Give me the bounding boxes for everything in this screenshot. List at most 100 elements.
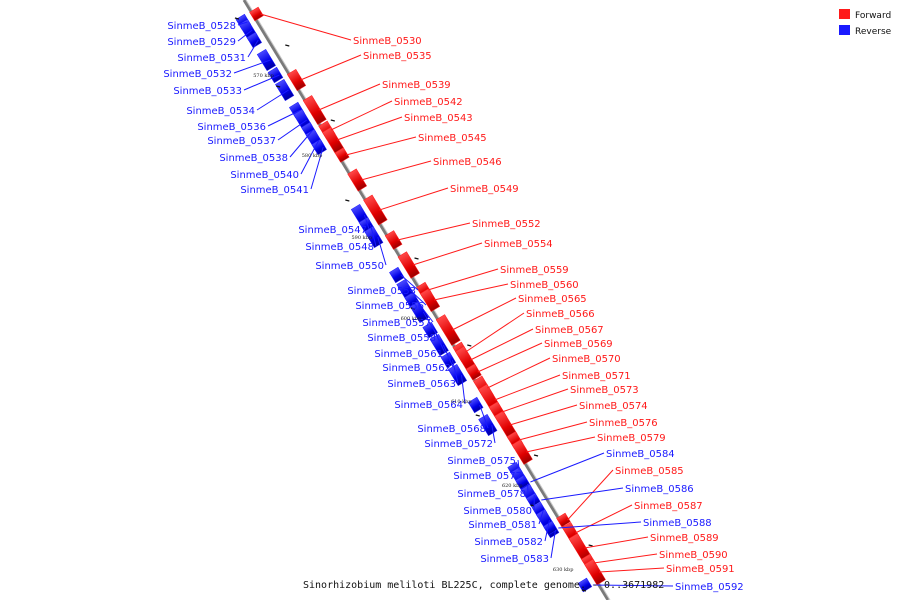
gene-label-sinmeb_0531[interactable]: SinmeB_0531 [177, 53, 246, 64]
gene-label-sinmeb_0584[interactable]: SinmeB_0584 [606, 449, 675, 460]
gene-label-sinmeb_0529[interactable]: SinmeB_0529 [167, 37, 236, 48]
gene-label-sinmeb_0577[interactable]: SinmeB_0577 [453, 471, 522, 482]
feature-sinmeb_0545[interactable] [334, 147, 350, 163]
gene-label-sinmeb_0557[interactable]: SinmeB_0557 [362, 318, 431, 329]
feature-sinmeb_0560[interactable] [419, 288, 441, 312]
gene-label-sinmeb_0588[interactable]: SinmeB_0588 [643, 518, 712, 529]
gene-label-sinmeb_0552[interactable]: SinmeB_0552 [472, 219, 541, 230]
gene-label-sinmeb_0559[interactable]: SinmeB_0559 [500, 265, 569, 276]
feature-sinmeb_0539[interactable] [302, 95, 327, 125]
feature-sinmeb_0554[interactable] [397, 251, 420, 279]
gene-label-sinmeb_0536[interactable]: SinmeB_0536 [197, 122, 266, 133]
gene-label-sinmeb_0548[interactable]: SinmeB_0548 [305, 242, 374, 253]
feature-sinmeb_0586[interactable] [526, 492, 541, 508]
feature-sinmeb_0568[interactable] [467, 396, 484, 414]
gene-label-sinmeb_0590[interactable]: SinmeB_0590 [659, 550, 728, 561]
gene-label-sinmeb_0586[interactable]: SinmeB_0586 [625, 484, 694, 495]
gene-label-sinmeb_0567[interactable]: SinmeB_0567 [535, 325, 604, 336]
gene-label-sinmeb_0549[interactable]: SinmeB_0549 [450, 184, 519, 195]
leader-sinmeb_0573 [501, 388, 569, 413]
gene-label-sinmeb_0566[interactable]: SinmeB_0566 [526, 309, 595, 320]
gene-label-sinmeb_0570[interactable]: SinmeB_0570 [552, 354, 621, 365]
leader-sinmeb_0569 [477, 342, 543, 373]
gene-label-sinmeb_0541[interactable]: SinmeB_0541 [240, 185, 309, 196]
gene-label-sinmeb_0575[interactable]: SinmeB_0575 [447, 456, 516, 467]
gene-label-sinmeb_0542[interactable]: SinmeB_0542 [394, 97, 463, 108]
scale-tick-label: 610 kbp [451, 399, 472, 405]
feature-sinmeb_0592[interactable] [577, 577, 593, 593]
gene-label-sinmeb_0528[interactable]: SinmeB_0528 [167, 21, 236, 32]
leader-sinmeb_0529 [237, 29, 253, 42]
gene-label-sinmeb_0587[interactable]: SinmeB_0587 [634, 501, 703, 512]
gene-label-sinmeb_0561[interactable]: SinmeB_0561 [374, 349, 443, 360]
gene-label-sinmeb_0565[interactable]: SinmeB_0565 [518, 294, 587, 305]
gene-label-sinmeb_0578[interactable]: SinmeB_0578 [457, 489, 526, 500]
gene-label-sinmeb_0573[interactable]: SinmeB_0573 [570, 385, 639, 396]
gene-label-sinmeb_0543[interactable]: SinmeB_0543 [404, 113, 473, 124]
feature-sinmeb_0561[interactable] [422, 321, 438, 339]
gene-label-sinmeb_0585[interactable]: SinmeB_0585 [615, 466, 684, 477]
feature-sinmeb_0569[interactable] [465, 363, 482, 381]
leader-sinmeb_0553 [400, 274, 419, 291]
feature-sinmeb_0530[interactable] [249, 6, 264, 22]
gene-label-sinmeb_0564[interactable]: SinmeB_0564 [394, 400, 463, 411]
legend-reverse-label: Reverse [855, 27, 892, 37]
gene-label-sinmeb_0533[interactable]: SinmeB_0533 [173, 86, 242, 97]
gene-label-sinmeb_0583[interactable]: SinmeB_0583 [480, 554, 549, 565]
gene-label-sinmeb_0568[interactable]: SinmeB_0568 [417, 424, 486, 435]
gene-label-sinmeb_0569[interactable]: SinmeB_0569 [544, 339, 613, 350]
gene-label-sinmeb_0562[interactable]: SinmeB_0562 [382, 363, 451, 374]
gene-label-sinmeb_0556[interactable]: SinmeB_0556 [355, 301, 424, 312]
gene-label-sinmeb_0550[interactable]: SinmeB_0550 [315, 261, 384, 272]
feature-sinmeb_0565[interactable] [435, 314, 461, 346]
feature-sinmeb_0535[interactable] [286, 68, 307, 92]
feature-sinmeb_0533[interactable] [267, 66, 284, 84]
gene-label-sinmeb_0532[interactable]: SinmeB_0532 [163, 69, 232, 80]
gene-label-sinmeb_0580[interactable]: SinmeB_0580 [463, 506, 532, 517]
gene-label-sinmeb_0571[interactable]: SinmeB_0571 [562, 371, 631, 382]
feature-sinmeb_0585[interactable] [556, 512, 571, 528]
gene-label-sinmeb_0537[interactable]: SinmeB_0537 [207, 136, 276, 147]
feature-sinmeb_0541[interactable] [311, 138, 327, 156]
feature-sinmeb_0534[interactable] [275, 78, 295, 102]
leader-sinmeb_0550 [377, 236, 387, 266]
gene-label-sinmeb_0563[interactable]: SinmeB_0563 [387, 379, 456, 390]
gene-label-sinmeb_0576[interactable]: SinmeB_0576 [589, 418, 658, 429]
feature-sinmeb_0549[interactable] [363, 194, 388, 226]
gene-label-sinmeb_0579[interactable]: SinmeB_0579 [597, 433, 666, 444]
legend: Forward Reverse [839, 9, 892, 37]
gene-label-sinmeb_0547[interactable]: SinmeB_0547 [298, 225, 367, 236]
minor-feature-mark [533, 454, 539, 457]
leader-sinmeb_0566 [465, 312, 525, 353]
feature-sinmeb_0553[interactable] [389, 266, 405, 284]
gene-label-sinmeb_0540[interactable]: SinmeB_0540 [230, 170, 299, 181]
gene-label-sinmeb_0558[interactable]: SinmeB_0558 [367, 333, 436, 344]
gene-label-sinmeb_0530[interactable]: SinmeB_0530 [353, 36, 422, 47]
feature-sinmeb_0579[interactable] [511, 439, 533, 465]
gene-label-sinmeb_0560[interactable]: SinmeB_0560 [510, 280, 579, 291]
gene-label-sinmeb_0589[interactable]: SinmeB_0589 [650, 533, 719, 544]
feature-sinmeb_0584[interactable] [515, 474, 530, 490]
feature-sinmeb_0546[interactable] [347, 168, 368, 192]
feature-sinmeb_0532[interactable] [256, 48, 276, 72]
gene-label-sinmeb_0574[interactable]: SinmeB_0574 [579, 401, 648, 412]
gene-label-sinmeb_0581[interactable]: SinmeB_0581 [468, 520, 537, 531]
gene-label-sinmeb_0546[interactable]: SinmeB_0546 [433, 157, 502, 168]
leader-sinmeb_0582 [544, 519, 550, 542]
gene-label-sinmeb_0534[interactable]: SinmeB_0534 [186, 106, 255, 117]
gene-label-sinmeb_0592[interactable]: SinmeB_0592 [675, 582, 744, 593]
gene-label-sinmeb_0553[interactable]: SinmeB_0553 [347, 286, 416, 297]
feature-sinmeb_0531[interactable] [246, 31, 262, 49]
gene-label-sinmeb_0582[interactable]: SinmeB_0582 [474, 537, 543, 548]
gene-label-sinmeb_0554[interactable]: SinmeB_0554 [484, 239, 553, 250]
leader-sinmeb_0533 [243, 74, 280, 91]
gene-label-sinmeb_0572[interactable]: SinmeB_0572 [424, 439, 493, 450]
feature-sinmeb_0591[interactable] [584, 558, 606, 586]
gene-label-sinmeb_0591[interactable]: SinmeB_0591 [666, 564, 735, 575]
gene-label-sinmeb_0535[interactable]: SinmeB_0535 [363, 51, 432, 62]
gene-label-sinmeb_0539[interactable]: SinmeB_0539 [382, 80, 451, 91]
gene-label-sinmeb_0545[interactable]: SinmeB_0545 [418, 133, 487, 144]
gene-label-sinmeb_0538[interactable]: SinmeB_0538 [219, 153, 288, 164]
feature-sinmeb_0552[interactable] [384, 230, 403, 250]
